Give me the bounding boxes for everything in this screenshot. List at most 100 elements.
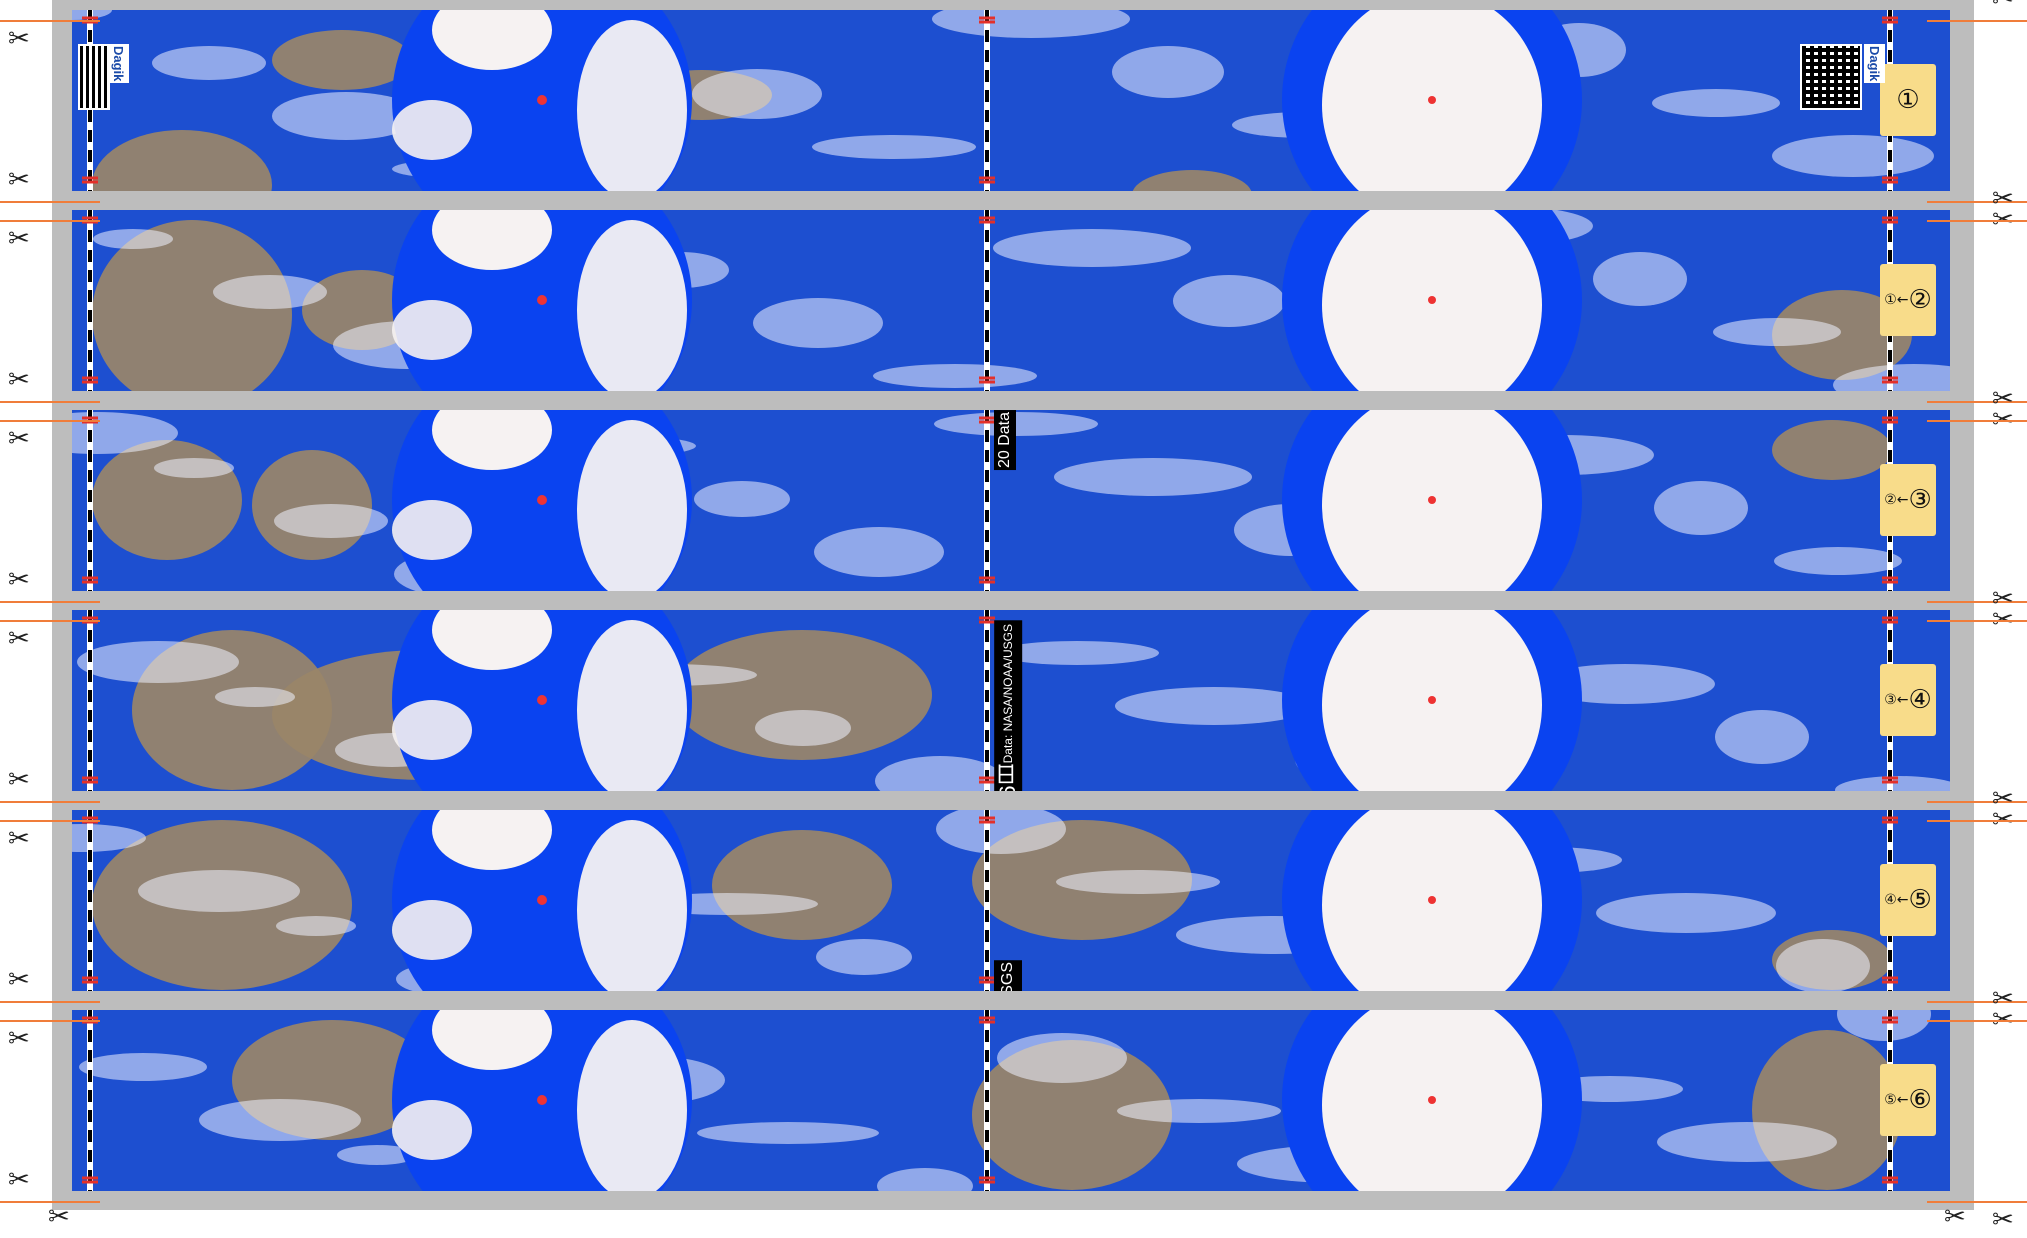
cut-line-left — [0, 601, 100, 603]
cut-line-right — [1927, 220, 2027, 222]
cut-line-right — [1927, 601, 2027, 603]
credit-date: 2021年02月26日 — [995, 763, 1020, 791]
cut-line-left — [0, 201, 100, 203]
scissors-icon: ✂ — [8, 624, 30, 654]
scissors-icon: ✂ — [8, 1165, 30, 1195]
cloud — [1056, 870, 1220, 894]
cloud — [934, 412, 1098, 436]
center-seam-line — [979, 810, 995, 991]
cloud — [337, 1145, 417, 1165]
scissors-icon: ✂ — [8, 24, 30, 54]
left-glue-line — [82, 210, 98, 391]
cloud — [814, 527, 944, 577]
previous-strip-ref: ②← — [1884, 492, 1909, 508]
strip-number-tab: ⑤← ⑥ — [1880, 1064, 1936, 1136]
cut-line-right — [1927, 420, 2027, 422]
cloud — [1173, 275, 1285, 327]
cut-line-right — [1927, 1201, 2027, 1203]
dagik-logo-left: Dagik — [108, 44, 129, 84]
scissors-icon: ✂ — [1992, 1205, 2014, 1235]
south-polar-view — [1282, 1010, 1582, 1191]
previous-strip-ref: ④← — [1884, 892, 1909, 908]
globe-strip-5: ④← ⑤ 日 SGS — [72, 810, 1950, 991]
cut-line-right — [1927, 401, 2027, 403]
cloud — [1115, 687, 1313, 725]
earth-imagery — [72, 810, 1950, 991]
left-glue-line — [82, 810, 98, 991]
cut-line-right — [1927, 1020, 2027, 1022]
cloud — [997, 1033, 1127, 1083]
globe-strip-6: ⑤← ⑥ — [72, 1010, 1950, 1191]
north-polar-view — [392, 610, 692, 791]
cloud — [152, 46, 266, 80]
center-seam-line — [979, 1010, 995, 1191]
cloud — [816, 939, 912, 975]
print-sheet: ① Dagik Dagik ①←② ②←③ 20 Data ③←④ 2021年02月26日Da… — [52, 0, 1974, 1210]
cloud — [1657, 1122, 1837, 1162]
land-mass — [1772, 420, 1892, 480]
south-polar-view — [1282, 610, 1582, 791]
credit-source: Data: NASA/NOAA/USGS — [1001, 624, 1015, 764]
globe-strip-4: ③←④ 2021年02月26日Data: NASA/NOAA/USGS — [72, 610, 1950, 791]
qr-code-left — [78, 44, 110, 110]
cloud — [995, 641, 1159, 665]
land-mass — [672, 630, 932, 760]
south-polar-view — [1282, 210, 1582, 391]
scissors-icon: ✂ — [1992, 984, 2014, 1014]
globe-strip-1: ① Dagik Dagik — [72, 10, 1950, 191]
cut-line-left — [0, 220, 100, 222]
image-credit: 2021年02月26日Data: NASA/NOAA/USGS — [994, 620, 1023, 791]
cut-line-left — [0, 801, 100, 803]
cloud — [274, 504, 388, 538]
cloud — [1593, 252, 1687, 306]
cloud — [993, 229, 1191, 267]
scissors-icon: ✂ — [8, 824, 30, 854]
land-mass — [92, 220, 292, 391]
cut-line-left — [0, 820, 100, 822]
scissors-icon: ✂ — [1992, 0, 2014, 12]
scissors-icon: ✂ — [8, 424, 30, 454]
scissors-icon: ✂ — [1992, 784, 2014, 814]
cloud — [154, 458, 234, 478]
strip-number: ⑤ — [1908, 885, 1932, 915]
cloud — [1837, 1010, 1931, 1041]
scissors-icon: ✂ — [8, 1024, 30, 1054]
scissors-icon: ✂ — [8, 365, 30, 395]
cloud — [276, 916, 356, 936]
strip-number: ③ — [1908, 485, 1932, 515]
cloud — [1654, 481, 1748, 535]
cut-line-left — [0, 401, 100, 403]
cloud — [873, 364, 1037, 388]
cut-line-left — [0, 1001, 100, 1003]
earth-imagery — [72, 410, 1950, 591]
scissors-icon: ✂ — [8, 965, 30, 995]
previous-strip-ref: ⑤← — [1884, 1092, 1909, 1108]
scissors-icon: ✂ — [8, 224, 30, 254]
credit-fragment-bottom: 日 SGS — [994, 960, 1022, 991]
cloud — [77, 641, 239, 683]
land-mass — [1772, 290, 1912, 380]
left-glue-line — [82, 1010, 98, 1191]
cloud — [1774, 547, 1902, 575]
cloud — [1713, 318, 1841, 346]
cut-line-right — [1927, 201, 2027, 203]
cloud — [1112, 46, 1224, 98]
center-seam-line — [979, 610, 995, 791]
globe-strip-3: ②← ③ 20 Data — [72, 410, 1950, 591]
cloud — [1772, 135, 1934, 177]
cloud — [875, 756, 1005, 791]
earth-imagery — [72, 1010, 1950, 1191]
strip-number-tab: ①← ② — [1880, 264, 1936, 336]
cloud — [1776, 939, 1870, 991]
scissors-icon: ✂ — [8, 765, 30, 795]
cloud — [215, 687, 295, 707]
cloud — [1596, 893, 1776, 933]
land-mass — [272, 30, 412, 90]
north-polar-view — [392, 410, 692, 591]
qr-code-right — [1800, 44, 1862, 110]
north-polar-view — [392, 1010, 692, 1191]
center-seam-line — [979, 410, 995, 591]
previous-strip-ref: ③← — [1884, 692, 1909, 708]
cut-line-left — [0, 20, 100, 22]
dagik-logo-right: Dagik — [1864, 44, 1885, 84]
